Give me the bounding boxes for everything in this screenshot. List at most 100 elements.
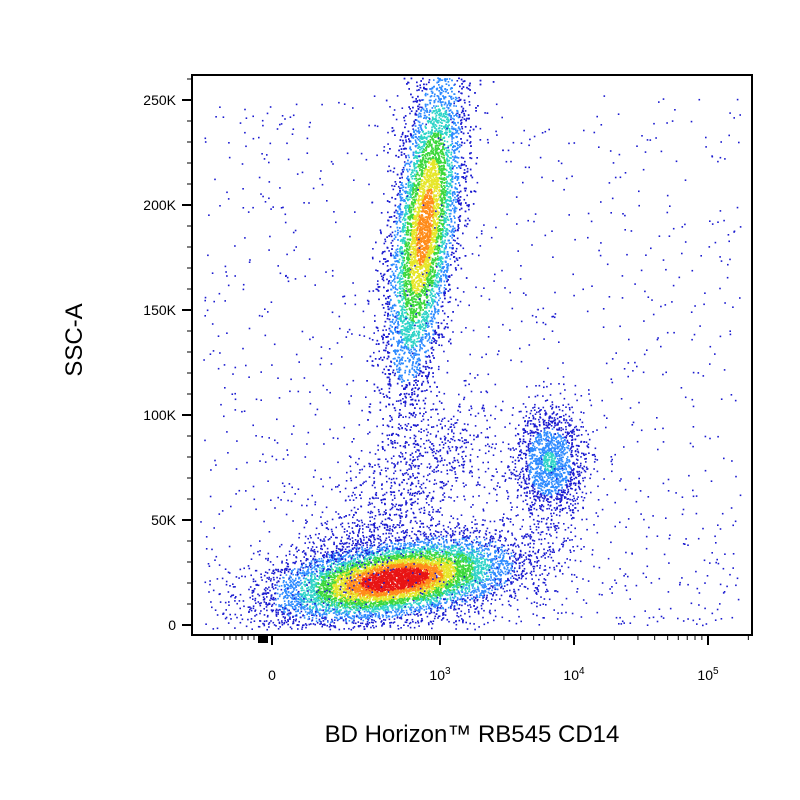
- event-dot: [430, 559, 433, 561]
- event-dot: [438, 615, 441, 617]
- event-dot: [399, 612, 401, 614]
- event-dot: [492, 570, 494, 572]
- event-dot: [263, 601, 266, 603]
- event-dot: [412, 561, 414, 563]
- event-dot: [432, 577, 434, 580]
- event-dot: [363, 596, 365, 598]
- event-dot: [322, 591, 325, 593]
- event-dot: [367, 571, 370, 574]
- event-dot: [408, 546, 411, 548]
- event-dot: [323, 579, 325, 581]
- event-dot: [356, 556, 359, 559]
- event-dot: [504, 570, 507, 573]
- event-dot: [388, 554, 391, 556]
- event-dot: [473, 587, 476, 589]
- event-dot: [405, 578, 408, 581]
- event-dot: [457, 550, 460, 552]
- event-dot: [296, 600, 298, 603]
- event-dot: [348, 591, 351, 594]
- event-dot: [375, 568, 377, 571]
- event-dot: [429, 570, 431, 572]
- event-dot: [272, 564, 275, 566]
- event-dot: [464, 540, 467, 542]
- event-dot: [247, 565, 250, 567]
- event-dot: [257, 601, 260, 603]
- event-dot: [444, 585, 446, 587]
- event-dot: [284, 606, 286, 608]
- event-dot: [325, 554, 328, 557]
- event-dot: [476, 541, 478, 543]
- event-dot: [271, 586, 274, 588]
- event-dot: [414, 593, 416, 596]
- event-dot: [591, 553, 594, 556]
- event-dot: [383, 575, 385, 578]
- event-dot: [332, 568, 334, 571]
- event-dot: [402, 598, 404, 600]
- event-dot: [313, 572, 316, 575]
- event-dot: [318, 558, 320, 560]
- event-dot: [348, 584, 350, 586]
- event-dot: [308, 618, 311, 620]
- event-dot: [387, 558, 390, 560]
- event-dot: [424, 562, 427, 565]
- event-dot: [474, 628, 476, 631]
- event-dot: [506, 583, 509, 586]
- event-dot: [575, 576, 578, 578]
- event-dot: [489, 583, 491, 585]
- event-dot: [540, 543, 543, 545]
- event-dot: [453, 621, 455, 624]
- event-dot: [481, 549, 484, 551]
- event-dot: [319, 608, 321, 610]
- event-dot: [443, 544, 446, 547]
- event-dot: [277, 611, 279, 614]
- event-dot: [321, 566, 324, 568]
- event-dot: [315, 598, 318, 601]
- event-dot: [437, 541, 439, 544]
- event-dot: [365, 554, 367, 557]
- event-dot: [487, 575, 490, 578]
- event-dot: [459, 569, 462, 572]
- event-dot: [455, 546, 457, 549]
- event-dot: [428, 566, 430, 569]
- event-dot: [459, 598, 461, 601]
- event-dot: [460, 610, 463, 613]
- event-dot: [357, 578, 360, 580]
- event-dot: [347, 565, 349, 567]
- event-dot: [442, 559, 444, 561]
- event-dot: [503, 552, 506, 555]
- event-dot: [370, 531, 373, 533]
- event-dot: [438, 592, 440, 595]
- event-dot: [324, 600, 327, 602]
- event-dot: [468, 548, 470, 550]
- event-dot: [482, 581, 484, 584]
- event-dot: [482, 603, 484, 605]
- event-dot: [428, 553, 431, 555]
- event-dot: [408, 597, 411, 600]
- event-dot: [361, 548, 363, 551]
- event-dot: [338, 594, 340, 596]
- event-dot: [374, 589, 376, 592]
- event-dot: [536, 520, 539, 522]
- event-dot: [212, 589, 215, 592]
- event-dot: [390, 621, 393, 624]
- event-dot: [227, 591, 230, 593]
- event-dot: [393, 583, 395, 586]
- event-dot: [270, 578, 272, 580]
- event-dot: [401, 524, 404, 526]
- event-dot: [343, 574, 345, 576]
- event-dot: [473, 596, 475, 598]
- event-dot: [336, 557, 339, 560]
- event-dot: [360, 616, 363, 619]
- event-dot: [364, 608, 367, 610]
- event-dot: [403, 540, 406, 542]
- event-dot: [390, 532, 392, 535]
- event-dot: [382, 570, 385, 573]
- event-dot: [512, 544, 514, 547]
- event-dot: [333, 579, 336, 581]
- event-dot: [351, 595, 353, 598]
- event-dot: [351, 603, 354, 606]
- event-dot: [382, 589, 385, 592]
- event-dot: [440, 589, 442, 592]
- event-dot: [311, 614, 313, 616]
- event-dot: [493, 591, 496, 594]
